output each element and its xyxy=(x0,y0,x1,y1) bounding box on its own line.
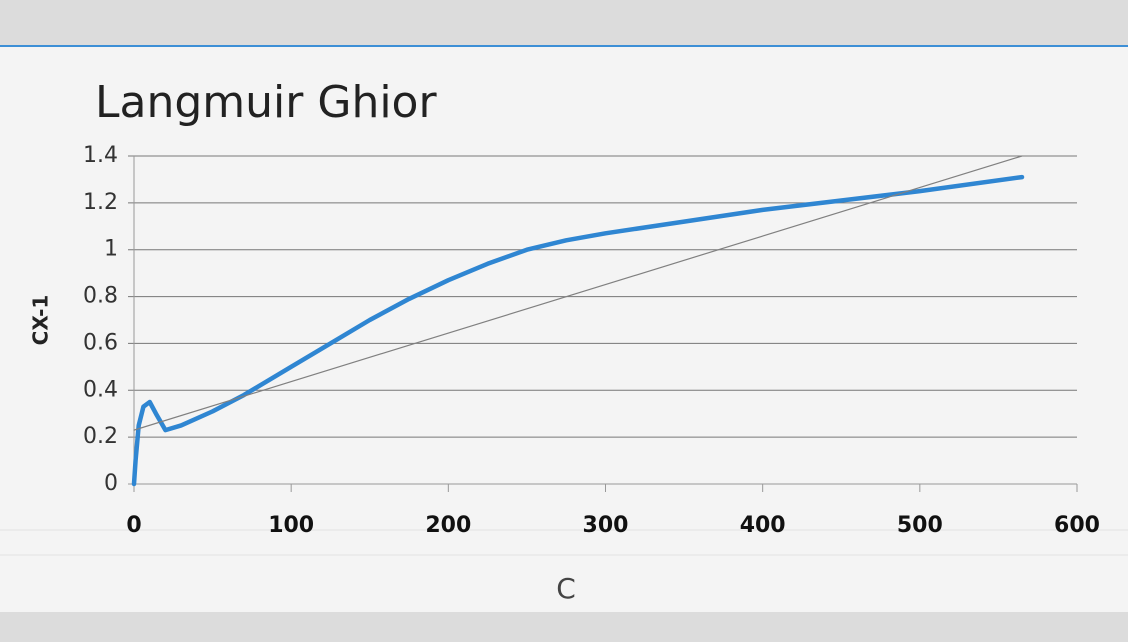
x-tick-label: 200 xyxy=(425,513,471,538)
x-tick-label: 400 xyxy=(740,513,786,538)
y-tick-label: 1.4 xyxy=(83,143,118,168)
y-tick-label: 0.2 xyxy=(83,424,118,449)
top-band xyxy=(0,0,1128,45)
x-tick-label: 300 xyxy=(583,513,629,538)
chart-title: Langmuir Ghior xyxy=(95,77,437,128)
y-axis-label: CX-1 xyxy=(29,295,53,346)
bottom-band xyxy=(0,612,1128,642)
y-tick-label: 0.8 xyxy=(83,284,118,309)
y-tick-label: 1.2 xyxy=(83,190,118,215)
x-axis-label: C xyxy=(556,572,576,605)
data-line xyxy=(133,155,1023,431)
x-tick-label: 0 xyxy=(126,513,141,538)
y-tick-label: 0.6 xyxy=(83,330,118,355)
data-line xyxy=(131,174,1025,487)
y-tick-label: 0.4 xyxy=(83,377,118,402)
x-tick-label: 500 xyxy=(897,513,943,538)
y-tick-label: 1 xyxy=(104,237,118,262)
x-tick-label: 100 xyxy=(268,513,314,538)
y-tick-label: 0 xyxy=(104,471,118,496)
x-tick-label: 600 xyxy=(1054,513,1100,538)
